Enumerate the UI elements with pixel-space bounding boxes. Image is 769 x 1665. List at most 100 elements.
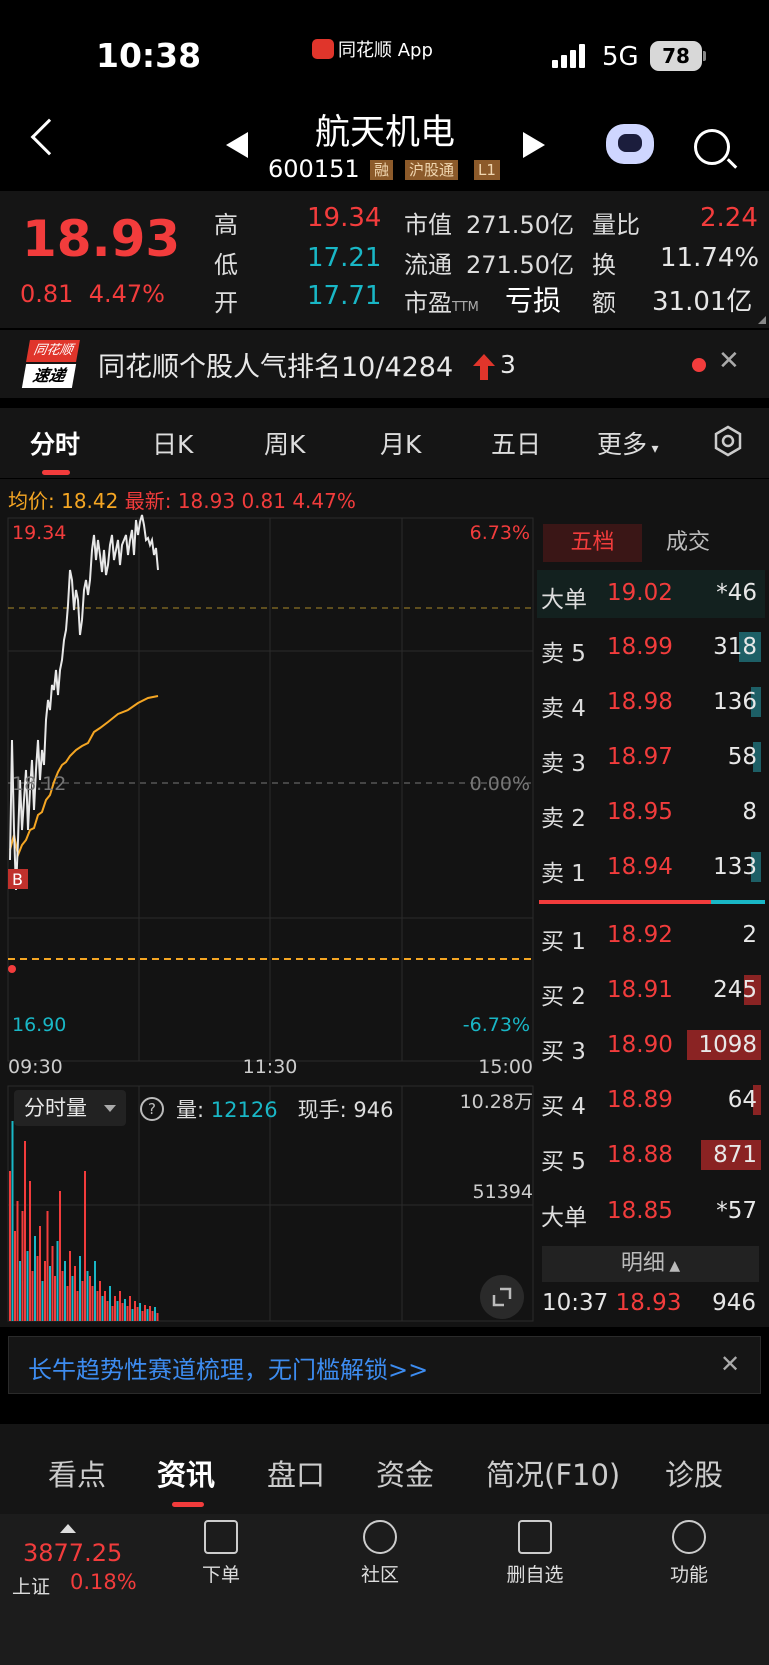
status-time: 10:38 xyxy=(96,36,202,75)
volume-bar xyxy=(116,1301,119,1321)
detail-price: 18.93 xyxy=(615,1290,682,1316)
popularity-text: 同花顺个股人气排名10/4284 xyxy=(98,352,454,383)
bid-label: 买 2 xyxy=(541,984,586,1010)
nav-community[interactable]: 社区 xyxy=(325,1520,435,1587)
help-icon[interactable]: ? xyxy=(140,1097,164,1121)
ask-volume-bar xyxy=(751,687,761,717)
big-buy-vol: *57 xyxy=(716,1198,757,1224)
next-stock-icon[interactable] xyxy=(523,132,545,158)
tab-more[interactable]: 更多 ▾ xyxy=(597,425,659,461)
volume-bar xyxy=(109,1286,111,1321)
close-icon[interactable]: ✕ xyxy=(718,346,740,376)
volume-bar xyxy=(46,1211,49,1321)
tab-diagnosis[interactable]: 诊股 xyxy=(665,1458,724,1492)
news-tabs xyxy=(0,1424,769,1514)
back-icon[interactable] xyxy=(30,118,68,156)
volume-bar xyxy=(134,1301,136,1321)
volume-bar xyxy=(19,1261,21,1321)
volume-indicator-dropdown[interactable]: 分时量 xyxy=(14,1090,126,1126)
bid-label: 买 1 xyxy=(541,929,586,955)
search-icon[interactable] xyxy=(694,129,730,165)
assistant-robot-icon[interactable] xyxy=(606,124,654,164)
index-name[interactable]: 上证 xyxy=(12,1576,51,1598)
tab-five-day[interactable]: 五日 xyxy=(491,430,542,459)
settings-icon[interactable] xyxy=(712,425,744,457)
dropdown-caret-icon: ▾ xyxy=(647,441,659,457)
nav-functions[interactable]: 功能 xyxy=(634,1520,744,1587)
ask-price: 18.97 xyxy=(607,744,673,770)
expand-corner-icon[interactable] xyxy=(758,316,766,324)
bid-row[interactable]: 买 5 18.88 871 xyxy=(537,1132,765,1180)
menu-icon xyxy=(672,1520,706,1554)
ask-row[interactable]: 卖 2 18.95 8 xyxy=(537,789,765,837)
price-high-label: 19.34 xyxy=(12,522,66,544)
ask-row[interactable]: 卖 4 18.98 136 xyxy=(537,679,765,727)
nav-place-order[interactable]: 下单 xyxy=(166,1520,276,1587)
promo-banner[interactable] xyxy=(8,1336,761,1394)
ask-row[interactable]: 卖 3 18.97 58 xyxy=(537,734,765,782)
bid-ask-split-bar xyxy=(539,900,765,904)
ask-label: 卖 1 xyxy=(541,861,586,887)
volume-bar xyxy=(44,1261,46,1321)
ask-label: 卖 3 xyxy=(541,751,586,777)
fullscreen-icon[interactable] xyxy=(480,1275,524,1319)
ask-label: 卖 4 xyxy=(541,696,586,722)
bid-price: 18.90 xyxy=(607,1032,673,1058)
tab-profile[interactable]: 简况(F10) xyxy=(486,1458,621,1492)
nav-remove-watch[interactable]: 删自选 xyxy=(480,1520,590,1587)
tab-deals[interactable]: 成交 xyxy=(666,530,711,555)
prev-stock-icon[interactable] xyxy=(226,132,248,158)
bid-volume-bar xyxy=(744,975,761,1005)
price-mid-label: 18.12 xyxy=(12,773,66,795)
detail-vol: 946 xyxy=(712,1290,756,1316)
ask-row[interactable]: 卖 5 18.99 318 xyxy=(537,624,765,672)
detail-time: 10:37 xyxy=(542,1290,609,1316)
tab-intraday[interactable]: 分时 xyxy=(30,430,81,459)
volume-bar xyxy=(101,1296,104,1321)
bid-label: 买 5 xyxy=(541,1149,586,1175)
tab-weekly-k[interactable]: 周K xyxy=(264,430,306,459)
detail-toggle[interactable]: 明细 ▲ xyxy=(542,1246,759,1282)
tab-monthly-k[interactable]: 月K xyxy=(380,430,422,459)
index-change[interactable]: 0.18% xyxy=(70,1570,137,1594)
index-value[interactable]: 3877.25 xyxy=(23,1539,123,1567)
intraday-chart[interactable]: B 19.34 18.12 16.90 6.73% 0.00% -6.73% 0… xyxy=(0,510,540,1325)
pe-label: 市盈TTM xyxy=(404,283,479,318)
volume-bars xyxy=(9,1121,159,1321)
promo-text[interactable]: 长牛趋势性赛道梳理，无门槛解锁>> xyxy=(28,1356,429,1384)
signal-icon xyxy=(552,44,585,68)
volume-bar xyxy=(41,1281,44,1321)
vol-max-label: 10.28万 xyxy=(460,1091,533,1113)
tab-funds[interactable]: 资金 xyxy=(376,1458,435,1492)
tab-daily-k[interactable]: 日K xyxy=(152,430,194,459)
tab-five-levels[interactable]: 五档 xyxy=(543,524,642,562)
price-grid xyxy=(7,517,534,1322)
bid-row[interactable]: 买 4 18.89 64 xyxy=(537,1077,765,1125)
ask-volume-bar xyxy=(753,742,761,772)
avg-price-line xyxy=(9,695,159,859)
popularity-banner[interactable] xyxy=(0,330,769,398)
vol-value: 12126 xyxy=(210,1098,278,1122)
market-cap-value: 271.50亿 xyxy=(466,211,574,239)
pe-ttm-sup: TTM xyxy=(452,300,479,315)
pe-label-text: 市盈 xyxy=(404,289,452,317)
nav-community-label: 社区 xyxy=(360,1564,399,1586)
close-icon[interactable]: ✕ xyxy=(720,1350,741,1378)
logo-top-text: 同花顺 xyxy=(26,340,80,362)
ask-row[interactable]: 卖 1 18.94 133 xyxy=(537,844,765,892)
market-cap-label: 市值 xyxy=(404,211,452,239)
pe-value: 亏损 xyxy=(505,284,562,317)
tab-order-panel[interactable]: 盘口 xyxy=(267,1458,326,1492)
ask-volume-bar xyxy=(739,632,761,662)
tab-news[interactable]: 资讯 xyxy=(157,1458,216,1492)
tab-highlights[interactable]: 看点 xyxy=(48,1458,107,1492)
bid-row[interactable]: 买 3 18.90 1098 xyxy=(537,1022,765,1070)
bid-row[interactable]: 买 2 18.91 245 xyxy=(537,967,765,1015)
notification-dot xyxy=(692,358,706,372)
volume-bar xyxy=(26,1251,29,1321)
ask-price: 18.95 xyxy=(607,799,673,825)
caret-down-icon xyxy=(104,1105,116,1112)
bid-row[interactable]: 买 1 18.92 2 xyxy=(537,912,765,960)
order-icon xyxy=(204,1520,238,1554)
volume-bar xyxy=(104,1291,106,1321)
